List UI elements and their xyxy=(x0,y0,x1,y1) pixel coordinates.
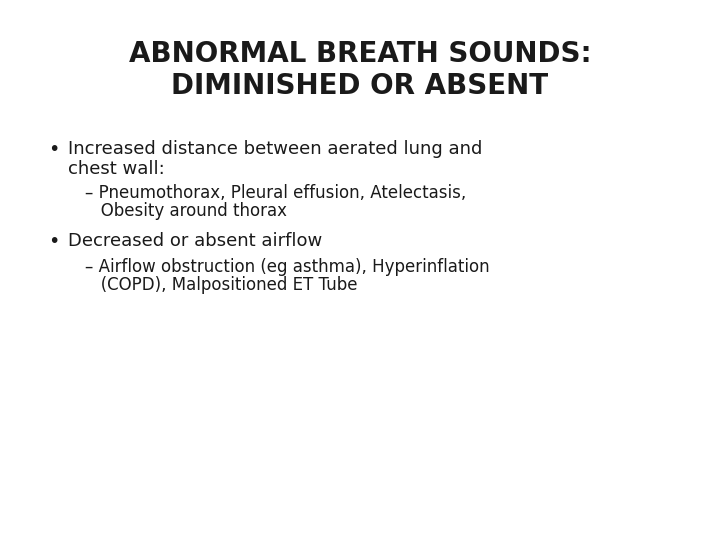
Text: – Pneumothorax, Pleural effusion, Atelectasis,: – Pneumothorax, Pleural effusion, Atelec… xyxy=(85,184,467,202)
Text: DIMINISHED OR ABSENT: DIMINISHED OR ABSENT xyxy=(171,72,549,100)
Text: ABNORMAL BREATH SOUNDS:: ABNORMAL BREATH SOUNDS: xyxy=(129,40,591,68)
Text: •: • xyxy=(48,232,59,251)
Text: – Airflow obstruction (eg asthma), Hyperinflation: – Airflow obstruction (eg asthma), Hyper… xyxy=(85,258,490,276)
Text: (COPD), Malpositioned ET Tube: (COPD), Malpositioned ET Tube xyxy=(85,276,358,294)
Text: Increased distance between aerated lung and: Increased distance between aerated lung … xyxy=(68,140,482,158)
Text: chest wall:: chest wall: xyxy=(68,160,165,178)
Text: Decreased or absent airflow: Decreased or absent airflow xyxy=(68,232,323,250)
Text: •: • xyxy=(48,140,59,159)
Text: Obesity around thorax: Obesity around thorax xyxy=(85,202,287,220)
